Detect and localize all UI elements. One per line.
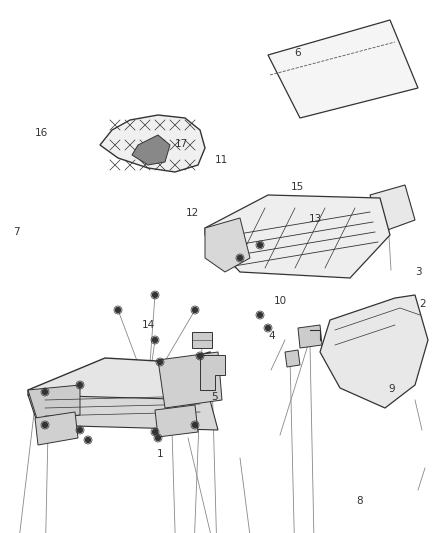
Polygon shape [285, 350, 300, 367]
Polygon shape [132, 135, 170, 165]
Polygon shape [158, 352, 222, 408]
Circle shape [198, 353, 202, 359]
Polygon shape [28, 395, 218, 430]
Circle shape [85, 438, 91, 442]
Circle shape [42, 423, 47, 427]
Polygon shape [320, 295, 428, 408]
Polygon shape [35, 412, 78, 445]
Circle shape [152, 337, 158, 343]
Circle shape [42, 390, 47, 394]
Polygon shape [205, 195, 390, 278]
Text: 2: 2 [419, 299, 426, 309]
Circle shape [237, 255, 243, 261]
Circle shape [192, 308, 198, 312]
Text: 12: 12 [186, 208, 199, 218]
Circle shape [158, 359, 162, 365]
Circle shape [258, 312, 262, 318]
Text: 10: 10 [274, 296, 287, 306]
Text: 14: 14 [142, 320, 155, 330]
Text: 15: 15 [291, 182, 304, 191]
Text: 6: 6 [294, 49, 301, 58]
Text: 17: 17 [175, 139, 188, 149]
Text: 4: 4 [268, 331, 275, 341]
Text: 13: 13 [309, 214, 322, 223]
Circle shape [265, 326, 271, 330]
Circle shape [152, 430, 158, 434]
Circle shape [116, 308, 120, 312]
Polygon shape [28, 352, 218, 418]
Polygon shape [370, 185, 415, 232]
Text: 16: 16 [35, 128, 48, 138]
Circle shape [155, 435, 160, 440]
Text: 3: 3 [415, 267, 422, 277]
Text: 9: 9 [389, 384, 396, 394]
Polygon shape [28, 385, 80, 422]
Text: 1: 1 [156, 449, 163, 459]
Polygon shape [268, 20, 418, 118]
Polygon shape [192, 332, 212, 348]
Polygon shape [205, 218, 250, 272]
Polygon shape [155, 405, 198, 437]
Circle shape [152, 293, 158, 297]
Circle shape [78, 427, 82, 432]
Circle shape [192, 423, 198, 427]
Polygon shape [200, 355, 225, 390]
Polygon shape [298, 325, 322, 348]
Text: 7: 7 [13, 227, 20, 237]
Polygon shape [100, 115, 205, 172]
Circle shape [258, 243, 262, 247]
Circle shape [78, 383, 82, 387]
Text: 11: 11 [215, 155, 228, 165]
Text: 8: 8 [356, 496, 363, 506]
Text: 5: 5 [211, 392, 218, 402]
